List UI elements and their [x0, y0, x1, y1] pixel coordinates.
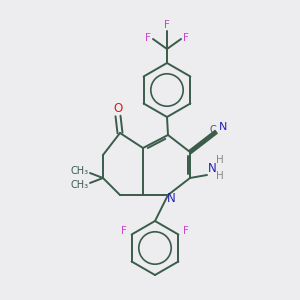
Text: F: F: [183, 226, 189, 236]
Text: C: C: [210, 125, 216, 135]
Text: F: F: [145, 33, 151, 43]
Text: O: O: [113, 103, 123, 116]
Text: F: F: [164, 20, 170, 30]
Text: H: H: [216, 171, 224, 181]
Text: CH₃: CH₃: [71, 166, 89, 176]
Text: N: N: [208, 161, 216, 175]
Text: CH₃: CH₃: [71, 180, 89, 190]
Text: N: N: [219, 122, 227, 132]
Text: F: F: [121, 226, 127, 236]
Text: F: F: [183, 33, 189, 43]
Text: H: H: [216, 155, 224, 165]
Text: N: N: [167, 191, 176, 205]
